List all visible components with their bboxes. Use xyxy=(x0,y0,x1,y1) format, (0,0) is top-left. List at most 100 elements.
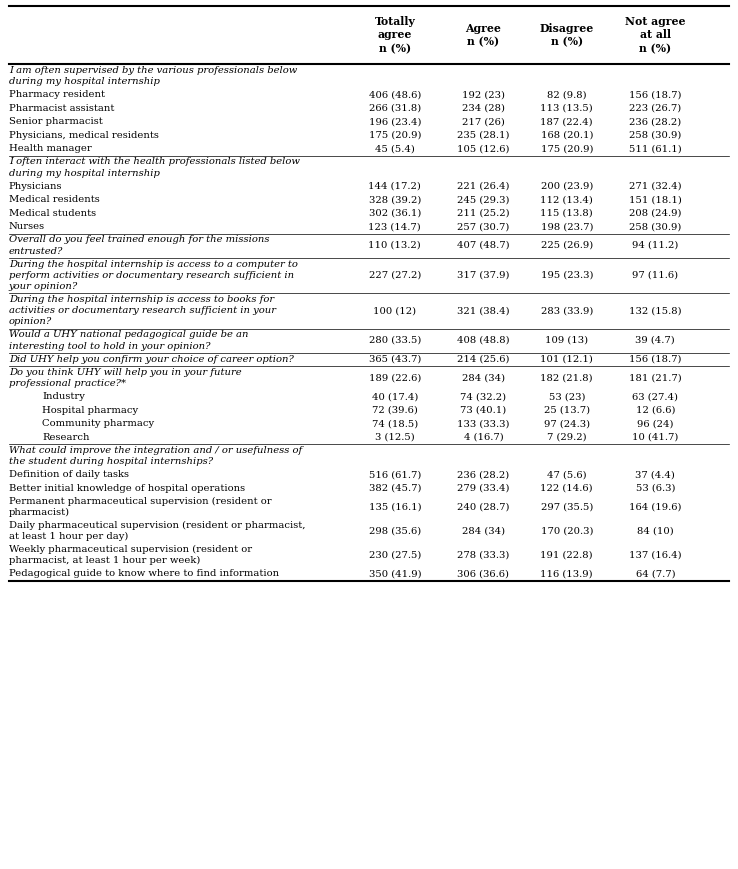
Text: 182 (21.8): 182 (21.8) xyxy=(540,374,593,382)
Text: 211 (25.2): 211 (25.2) xyxy=(457,209,510,218)
Text: 245 (29.3): 245 (29.3) xyxy=(457,196,510,204)
Text: 164 (19.6): 164 (19.6) xyxy=(629,502,682,512)
Text: 133 (33.3): 133 (33.3) xyxy=(457,419,510,428)
Text: 516 (61.7): 516 (61.7) xyxy=(369,470,421,479)
Text: 122 (14.6): 122 (14.6) xyxy=(540,484,593,493)
Text: 64 (7.7): 64 (7.7) xyxy=(635,569,675,578)
Text: 82 (9.8): 82 (9.8) xyxy=(547,90,587,99)
Text: 132 (15.8): 132 (15.8) xyxy=(629,306,682,315)
Text: 45 (5.4): 45 (5.4) xyxy=(375,144,415,153)
Text: 196 (23.4): 196 (23.4) xyxy=(368,117,421,126)
Text: 192 (23): 192 (23) xyxy=(462,90,505,99)
Text: 100 (12): 100 (12) xyxy=(373,306,416,315)
Text: 37 (4.4): 37 (4.4) xyxy=(635,470,675,479)
Text: 407 (48.7): 407 (48.7) xyxy=(457,241,510,250)
Text: 115 (13.8): 115 (13.8) xyxy=(540,209,593,218)
Text: 227 (27.2): 227 (27.2) xyxy=(369,271,421,280)
Text: Do you think UHY will help you in your future
professional practice?*: Do you think UHY will help you in your f… xyxy=(9,368,241,388)
Text: 113 (13.5): 113 (13.5) xyxy=(540,103,593,113)
Text: 217 (26): 217 (26) xyxy=(462,117,505,126)
Text: 123 (14.7): 123 (14.7) xyxy=(368,222,421,231)
Text: 109 (13): 109 (13) xyxy=(545,336,588,345)
Text: 280 (33.5): 280 (33.5) xyxy=(369,336,421,345)
Text: Would a UHY national pedagogical guide be an
interesting tool to hold in your op: Would a UHY national pedagogical guide b… xyxy=(9,330,249,350)
Text: Not agree
at all
n (%): Not agree at all n (%) xyxy=(625,16,686,54)
Text: 321 (38.4): 321 (38.4) xyxy=(457,306,510,315)
Text: 187 (22.4): 187 (22.4) xyxy=(540,117,593,126)
Text: 271 (32.4): 271 (32.4) xyxy=(629,182,682,191)
Text: 258 (30.9): 258 (30.9) xyxy=(630,222,681,231)
Text: 137 (16.4): 137 (16.4) xyxy=(629,550,682,560)
Text: 198 (23.7): 198 (23.7) xyxy=(540,222,593,231)
Text: 181 (21.7): 181 (21.7) xyxy=(629,374,682,382)
Text: Senior pharmacist: Senior pharmacist xyxy=(9,117,103,126)
Text: 302 (36.1): 302 (36.1) xyxy=(369,209,421,218)
Text: 195 (23.3): 195 (23.3) xyxy=(540,271,593,280)
Text: 53 (6.3): 53 (6.3) xyxy=(635,484,675,493)
Text: 328 (39.2): 328 (39.2) xyxy=(369,196,421,204)
Text: 350 (41.9): 350 (41.9) xyxy=(368,569,421,578)
Text: Health manager: Health manager xyxy=(9,144,92,153)
Text: 257 (30.7): 257 (30.7) xyxy=(458,222,509,231)
Text: 511 (61.1): 511 (61.1) xyxy=(629,144,682,153)
Text: I am often supervised by the various professionals below
during my hospital inte: I am often supervised by the various pro… xyxy=(9,66,297,86)
Text: 96 (24): 96 (24) xyxy=(637,419,674,428)
Text: Medical residents: Medical residents xyxy=(9,196,100,204)
Text: Pharmacy resident: Pharmacy resident xyxy=(9,90,105,99)
Text: 221 (26.4): 221 (26.4) xyxy=(457,182,510,191)
Text: 74 (18.5): 74 (18.5) xyxy=(372,419,418,428)
Text: Industry: Industry xyxy=(42,392,85,401)
Text: 10 (41.7): 10 (41.7) xyxy=(632,433,678,441)
Text: 284 (34): 284 (34) xyxy=(462,527,505,535)
Text: 208 (24.9): 208 (24.9) xyxy=(629,209,682,218)
Text: 283 (33.9): 283 (33.9) xyxy=(541,306,593,315)
Text: 225 (26.9): 225 (26.9) xyxy=(541,241,593,250)
Text: Physicians: Physicians xyxy=(9,182,62,191)
Text: 47 (5.6): 47 (5.6) xyxy=(547,470,587,479)
Text: I often interact with the health professionals listed below
during my hospital i: I often interact with the health profess… xyxy=(9,157,300,177)
Text: Physicians, medical residents: Physicians, medical residents xyxy=(9,130,159,140)
Text: Medical students: Medical students xyxy=(9,209,96,218)
Text: 101 (12.1): 101 (12.1) xyxy=(540,355,593,364)
Text: Community pharmacy: Community pharmacy xyxy=(42,419,154,428)
Text: 94 (11.2): 94 (11.2) xyxy=(632,241,678,250)
Text: 223 (26.7): 223 (26.7) xyxy=(630,103,681,113)
Text: 266 (31.8): 266 (31.8) xyxy=(369,103,421,113)
Text: Agree
n (%): Agree n (%) xyxy=(466,23,501,47)
Text: 234 (28): 234 (28) xyxy=(462,103,505,113)
Text: During the hospital internship is access to books for
activities or documentary : During the hospital internship is access… xyxy=(9,295,276,327)
Text: 236 (28.2): 236 (28.2) xyxy=(458,470,509,479)
Text: 235 (28.1): 235 (28.1) xyxy=(457,130,510,140)
Text: Permanent pharmaceutical supervision (resident or
pharmacist): Permanent pharmaceutical supervision (re… xyxy=(9,497,272,517)
Text: Nurses: Nurses xyxy=(9,222,45,231)
Text: 306 (36.6): 306 (36.6) xyxy=(458,569,509,578)
Text: 156 (18.7): 156 (18.7) xyxy=(629,90,682,99)
Text: 25 (13.7): 25 (13.7) xyxy=(544,406,590,415)
Text: 365 (43.7): 365 (43.7) xyxy=(369,355,421,364)
Text: 116 (13.9): 116 (13.9) xyxy=(540,569,593,578)
Text: Better initial knowledge of hospital operations: Better initial knowledge of hospital ope… xyxy=(9,484,245,493)
Text: 279 (33.4): 279 (33.4) xyxy=(457,484,510,493)
Text: Definition of daily tasks: Definition of daily tasks xyxy=(9,470,129,479)
Text: 7 (29.2): 7 (29.2) xyxy=(547,433,587,441)
Text: Overall do you feel trained enough for the missions
entrusted?: Overall do you feel trained enough for t… xyxy=(9,235,269,255)
Text: 240 (28.7): 240 (28.7) xyxy=(457,502,510,512)
Text: Pedagogical guide to know where to find information: Pedagogical guide to know where to find … xyxy=(9,569,279,578)
Text: During the hospital internship is access to a computer to
perform activities or : During the hospital internship is access… xyxy=(9,260,297,291)
Text: 175 (20.9): 175 (20.9) xyxy=(368,130,421,140)
Text: 406 (48.6): 406 (48.6) xyxy=(369,90,421,99)
Text: 40 (17.4): 40 (17.4) xyxy=(372,392,418,401)
Text: 191 (22.8): 191 (22.8) xyxy=(540,550,593,560)
Text: Pharmacist assistant: Pharmacist assistant xyxy=(9,103,114,113)
Text: 156 (18.7): 156 (18.7) xyxy=(629,355,682,364)
Text: Research: Research xyxy=(42,433,89,441)
Text: What could improve the integration and / or usefulness of
the student during hos: What could improve the integration and /… xyxy=(9,446,302,466)
Text: 382 (45.7): 382 (45.7) xyxy=(368,484,421,493)
Text: 168 (20.1): 168 (20.1) xyxy=(540,130,593,140)
Text: 170 (20.3): 170 (20.3) xyxy=(540,527,593,535)
Text: 200 (23.9): 200 (23.9) xyxy=(541,182,593,191)
Text: 73 (40.1): 73 (40.1) xyxy=(461,406,506,415)
Text: 189 (22.6): 189 (22.6) xyxy=(369,374,421,382)
Text: 84 (10): 84 (10) xyxy=(637,527,674,535)
Text: 97 (24.3): 97 (24.3) xyxy=(544,419,590,428)
